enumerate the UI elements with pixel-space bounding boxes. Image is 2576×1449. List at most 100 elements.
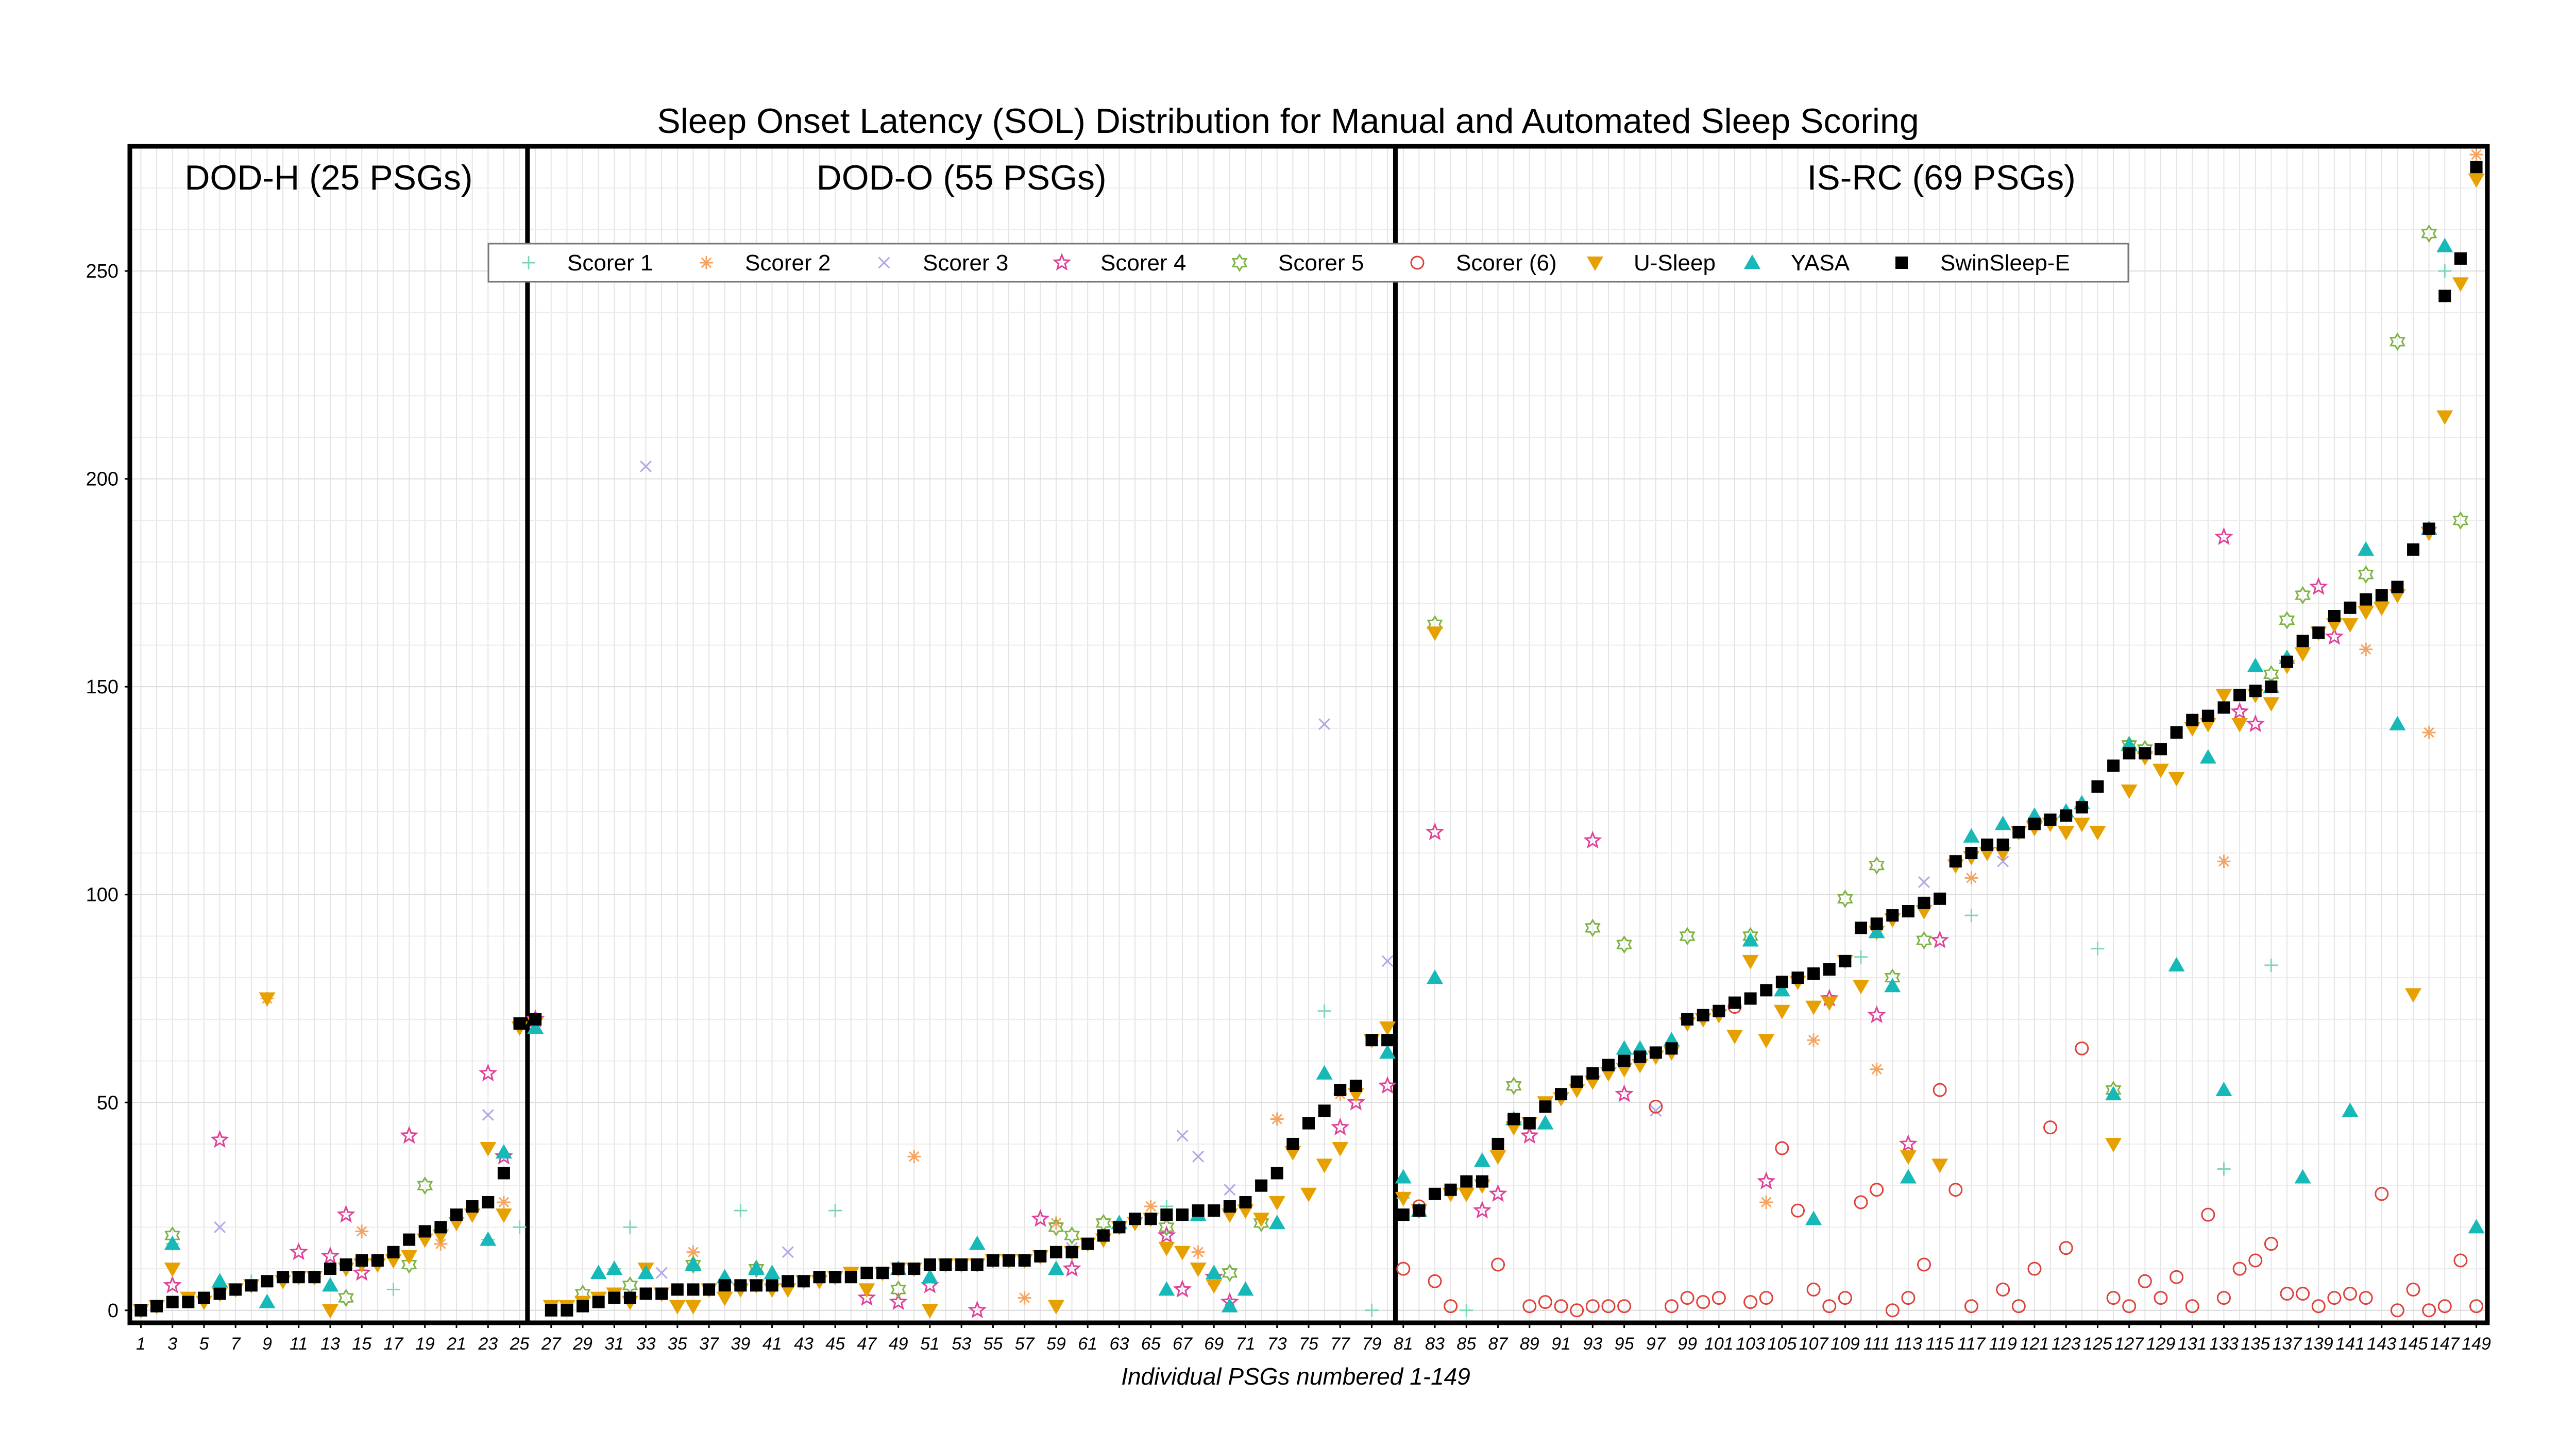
- data-point: [2043, 1120, 2058, 1135]
- data-point: [529, 1013, 542, 1026]
- data-point: [2358, 565, 2374, 584]
- data-point: [1396, 1262, 1411, 1276]
- x-tick-label: 133: [2209, 1334, 2239, 1354]
- data-point: [1065, 1246, 1078, 1258]
- data-point: [2058, 826, 2075, 841]
- data-point: [2105, 1086, 2122, 1101]
- x-tick-label: 1: [136, 1334, 146, 1354]
- data-point: [1379, 1021, 1396, 1036]
- data-point: [1916, 931, 1932, 950]
- data-point: [1318, 718, 1331, 730]
- x-tick-label: 53: [952, 1334, 971, 1354]
- data-point: [2152, 763, 2169, 778]
- data-point: [2421, 224, 2437, 243]
- x-tick-label: 9: [262, 1334, 272, 1354]
- x-tick-label: 129: [2146, 1334, 2176, 1354]
- data-point: [1192, 1150, 1205, 1163]
- x-tick-label: 45: [825, 1334, 845, 1354]
- data-point: [2390, 1303, 2404, 1318]
- data-point: [210, 1130, 229, 1148]
- data-point: [2468, 173, 2485, 188]
- data-point: [1190, 1263, 1207, 1277]
- data-point: [338, 1288, 354, 1307]
- data-point: [969, 1235, 986, 1250]
- data-point: [1934, 892, 1946, 905]
- data-point: [1885, 1303, 1900, 1318]
- data-point: [259, 992, 276, 1007]
- data-point: [1742, 932, 1759, 947]
- data-point: [561, 1304, 573, 1317]
- data-point: [1900, 1169, 1917, 1184]
- data-point: [2327, 1291, 2342, 1305]
- data-point: [399, 1126, 419, 1144]
- data-point: [352, 1263, 371, 1281]
- panel-dividers: [525, 146, 1398, 1323]
- data-point: [750, 1279, 762, 1292]
- x-tick-label: 103: [1736, 1334, 1765, 1354]
- data-point: [513, 1017, 526, 1030]
- data-point: [164, 1263, 181, 1277]
- legend-marker: [700, 256, 713, 269]
- legend-item: Scorer 1: [522, 250, 653, 276]
- data-point: [1948, 1183, 1963, 1197]
- x-tick-label: 5: [199, 1334, 209, 1354]
- data-point: [1996, 838, 2009, 851]
- data-point: [1158, 1241, 1175, 1256]
- data-point: [2342, 618, 2359, 633]
- x-tick-label: 99: [1677, 1334, 1697, 1354]
- x-tick-label: 113: [1894, 1334, 1922, 1354]
- data-point: [2294, 1169, 2311, 1184]
- x-tick-label: 121: [2020, 1334, 2049, 1354]
- data-point: [734, 1204, 748, 1218]
- data-point: [1585, 1299, 1600, 1314]
- data-point: [1870, 1062, 1884, 1076]
- data-point: [1664, 1299, 1679, 1314]
- data-point: [1994, 815, 2011, 830]
- x-tick-label: 71: [1236, 1334, 1256, 1354]
- data-point: [1634, 1050, 1647, 1063]
- data-point: [1918, 876, 1930, 888]
- data-point: [1206, 1279, 1223, 1294]
- data-point: [1300, 1187, 1317, 1202]
- data-point: [955, 1258, 968, 1271]
- data-point: [1286, 1137, 1299, 1150]
- data-point: [1365, 1034, 1378, 1047]
- x-tick-label: 149: [2462, 1334, 2491, 1354]
- data-point: [1821, 996, 1838, 1011]
- data-point: [1855, 922, 1868, 934]
- data-point: [2454, 252, 2467, 265]
- data-point: [2106, 1291, 2121, 1305]
- y-tick-label: 150: [86, 676, 118, 698]
- x-tick-label: 31: [604, 1334, 624, 1354]
- data-point: [734, 1279, 747, 1292]
- data-point: [1379, 1044, 1396, 1059]
- data-point: [748, 1260, 765, 1275]
- data-point: [2311, 1299, 2326, 1314]
- data-point: [214, 1221, 226, 1233]
- data-point: [1760, 984, 1773, 997]
- data-point: [1775, 976, 1788, 988]
- data-point: [2122, 1299, 2137, 1314]
- data-point: [292, 1271, 305, 1284]
- data-point: [892, 1263, 905, 1275]
- data-point: [418, 1225, 431, 1238]
- legend-label: Scorer 5: [1278, 250, 1364, 276]
- series-yasa: [164, 237, 2485, 1312]
- data-series: [132, 148, 2485, 1319]
- x-tick-label: 63: [1110, 1334, 1129, 1354]
- data-point: [1472, 1200, 1492, 1219]
- data-point: [2468, 1219, 2485, 1234]
- data-point: [1489, 1150, 1506, 1165]
- data-point: [1176, 1130, 1189, 1142]
- data-point: [1617, 1299, 1632, 1314]
- x-tick-label: 87: [1488, 1334, 1509, 1354]
- data-point: [371, 1254, 384, 1267]
- legend: Scorer 1 Scorer 2 Scorer 3 Scorer 4 Scorer 5…: [487, 243, 2129, 283]
- data-point: [2091, 942, 2105, 956]
- data-point: [1425, 822, 1445, 841]
- data-point: [1523, 1117, 1536, 1130]
- x-tick-label: 145: [2399, 1334, 2428, 1354]
- x-tick-label: 33: [636, 1334, 656, 1354]
- data-point: [1191, 1245, 1205, 1259]
